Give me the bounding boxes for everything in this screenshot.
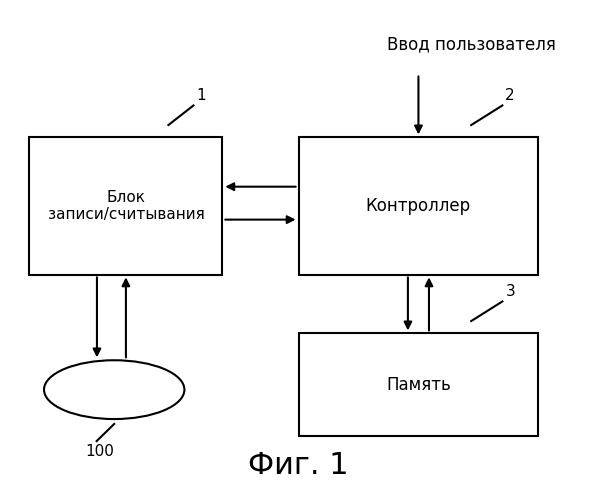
Bar	[29, 138, 223, 274]
Text: 1: 1	[196, 88, 206, 103]
Bar	[298, 334, 538, 436]
Text: Память: Память	[386, 376, 451, 394]
Text: 3: 3	[505, 284, 515, 299]
Ellipse shape	[44, 360, 184, 419]
Bar	[298, 138, 538, 274]
Text: Блок
записи/считывания: Блок записи/считывания	[48, 190, 204, 222]
Text: Контроллер: Контроллер	[366, 197, 471, 215]
Text: Ввод пользователя: Ввод пользователя	[387, 35, 556, 53]
Text: 2: 2	[505, 88, 515, 103]
Text: 100: 100	[85, 444, 114, 458]
Text: Фиг. 1: Фиг. 1	[248, 452, 349, 480]
